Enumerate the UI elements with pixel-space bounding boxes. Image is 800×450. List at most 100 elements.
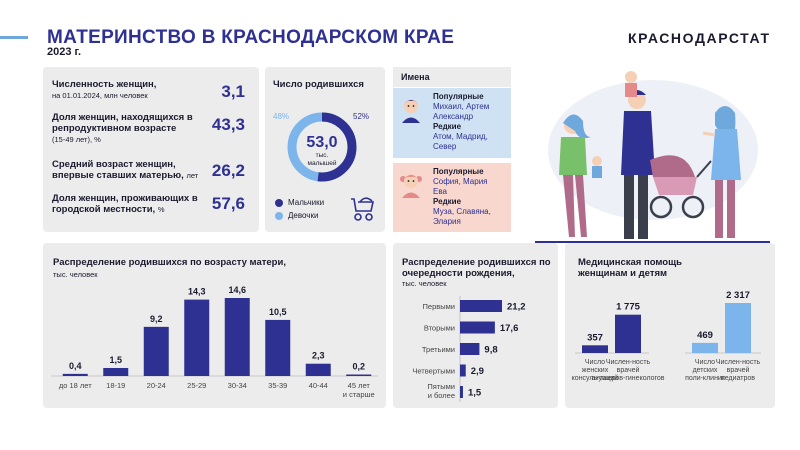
x-tick-label: поли-клиник (685, 375, 726, 382)
x-tick-label: 18-19 (106, 381, 125, 390)
names-header: Имена (393, 67, 511, 87)
births-title: Число родившихся (273, 79, 364, 90)
boys-legend-dot (275, 199, 283, 207)
stat-label: Доля женщин, проживающих в городской мес… (52, 193, 198, 215)
bar (692, 342, 718, 353)
x-tick-label: врачей (727, 366, 750, 374)
bar (460, 343, 480, 355)
bar-value-label: 10,5 (269, 307, 287, 317)
births-total: 53,0 (306, 134, 337, 151)
boys-legend-label: Мальчики (288, 198, 325, 207)
y-tick-label: Первыми (423, 302, 455, 311)
bar-value-label: 357 (587, 332, 603, 343)
bar (460, 300, 502, 312)
girls-legend-dot (275, 212, 283, 220)
order-chart: 21,2 Первыми 17,6 Вторыми 9,8 Третьими 2,9 Четв… (412, 296, 526, 402)
x-tick-label: Число (695, 359, 715, 366)
brand-logo: КРАСНОДАРСТАТ (628, 30, 771, 46)
girls-popular-line: Ева (433, 187, 447, 196)
year-label: 2023 г. (47, 46, 82, 58)
bar-value-label: 21,2 (507, 302, 526, 313)
bar-value-label: 2 317 (726, 290, 750, 301)
births-donut: 48% 52% 53,0 тыс. малышей (273, 112, 369, 182)
stroller-icon (351, 197, 374, 221)
y-tick-label: и более (428, 391, 455, 400)
girls-popular-line: София, Мария (433, 177, 488, 186)
boys-names-card: Популярные Михаил, Артем Александр Редки… (393, 88, 511, 158)
bar-value-label: 1 775 (616, 302, 640, 313)
bar-value-label: 9,8 (484, 345, 497, 356)
boys-popular-heading: Популярные (433, 92, 484, 101)
boy-avatar-icon (402, 99, 420, 123)
x-tick-label: женских (582, 367, 609, 374)
bar (143, 326, 169, 376)
bar-value-label: 0,2 (352, 362, 365, 372)
stat-value: 57,6 (211, 194, 245, 213)
x-tick-label: Числен-ность (606, 359, 651, 366)
y-tick-label: Пятыми (427, 382, 455, 391)
x-tick-label: до 18 лет (59, 381, 92, 390)
x-tick-label: 35-39 (268, 381, 287, 390)
x-tick-label: 45 лет (348, 381, 371, 390)
bar (103, 367, 129, 376)
x-tick-label: 20-24 (147, 381, 166, 390)
bar (305, 363, 331, 376)
age-chart-title: Распределение родившихся по возрасту мат… (53, 257, 286, 268)
age-chart: 0,4 до 18 лет 1,5 18-19 9,2 20-24 14,3 25-29 14,… (51, 285, 378, 399)
girls-pct-label: 48% (273, 112, 289, 121)
bar (265, 319, 291, 376)
stat-label: Средний возраст женщин, впервые ставших … (52, 159, 199, 181)
x-tick-label: консуль-таций (572, 374, 619, 382)
bar (460, 364, 466, 377)
bar-value-label: 2,3 (312, 351, 325, 361)
age-chart-panel: Распределение родившихся по возрасту мат… (43, 243, 386, 408)
x-tick-label: детских (693, 367, 718, 374)
page-title: МАТЕРИНСТВО В КРАСНОДАРСКОМ КРАЕ (47, 27, 455, 48)
boys-popular-line: Александр (433, 112, 474, 121)
x-tick-label: 25-29 (187, 381, 206, 390)
y-tick-label: Вторыми (424, 324, 455, 333)
accent-bar (0, 36, 28, 39)
boys-pct-label: 52% (353, 112, 369, 121)
x-tick-label: акушеров-гинекологов (591, 375, 664, 382)
bar-value-label: 0,4 (69, 361, 82, 371)
x-tick-label: Число (585, 359, 605, 366)
boys-popular-line: Михаил, Артем (433, 102, 490, 111)
births-panel: Число родившихся 48% 52% 53,0 тыс. малыш… (265, 67, 385, 232)
boys-rare-heading: Редкие (433, 122, 462, 131)
boys-rare-line: Север (433, 142, 457, 151)
x-tick-label: 40-44 (309, 381, 328, 390)
bar-value-label: 9,2 (150, 314, 163, 324)
x-tick-label: педиатров (721, 375, 755, 382)
bar (582, 345, 608, 353)
bar-value-label: 14,6 (228, 285, 246, 295)
bar (346, 374, 372, 376)
family-illustration (535, 71, 770, 243)
bar-value-label: 1,5 (468, 388, 482, 399)
boys-rare-line: Атом, Мадрид, (433, 132, 488, 141)
girl-avatar-icon (400, 174, 422, 198)
stats-panel: Численность женщин, на 01.01.2024, млн че… (43, 67, 259, 232)
bar-value-label: 17,6 (500, 323, 519, 334)
medical-chart-panel: Медицинская помощь женщинам и детям 357 Ч… (565, 243, 775, 408)
bar-value-label: 2,9 (471, 366, 484, 377)
stat-value: 26,2 (211, 161, 245, 180)
medical-chart-title: Медицинская помощь женщинам и детям (578, 257, 682, 279)
order-chart-panel: Распределение родившихся по очередности … (393, 243, 558, 408)
girls-rare-line: Муза, Славяна, (433, 207, 491, 216)
x-tick-label: и старше (343, 390, 375, 399)
y-tick-label: Третьими (422, 345, 455, 354)
bar (725, 303, 751, 353)
names-title: Имена (401, 72, 430, 82)
girls-names-text: Популярные София, Мария Ева Редкие Муза,… (433, 167, 491, 227)
girls-popular-heading: Популярные (433, 167, 484, 176)
stat-value: 3,1 (221, 82, 245, 101)
boys-names-text: Популярные Михаил, Артем Александр Редки… (433, 92, 489, 152)
girls-rare-heading: Редкие (433, 197, 462, 206)
x-tick-label: Числен-ность (716, 359, 761, 366)
bar (460, 321, 495, 334)
births-unit-2: малышей (307, 159, 336, 167)
girls-names-card: Популярные София, Мария Ева Редкие Муза,… (393, 163, 511, 232)
bar (460, 386, 463, 398)
